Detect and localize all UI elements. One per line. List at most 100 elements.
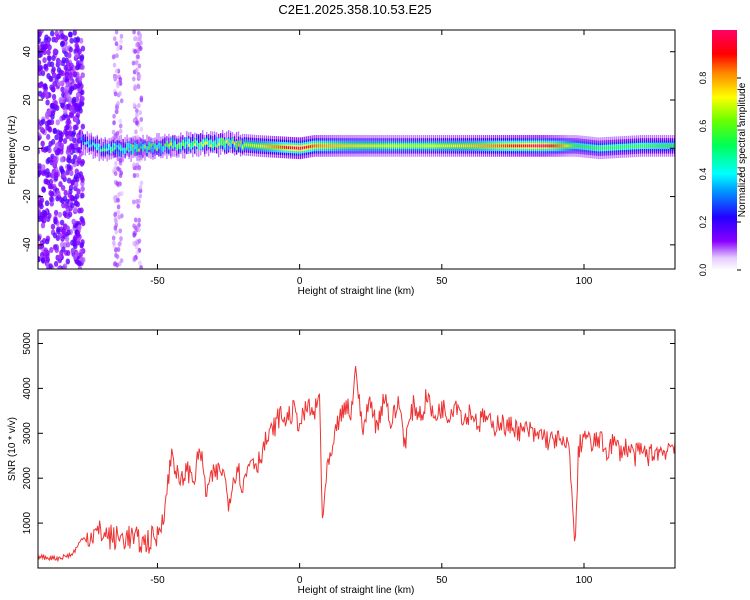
noise-speck <box>138 33 142 39</box>
noise-speck <box>40 222 46 229</box>
noise-speck <box>132 232 137 238</box>
noise-speck <box>116 204 121 210</box>
ridge-cell <box>150 143 152 147</box>
ridge-cell <box>108 143 110 151</box>
ridge-cell <box>389 144 391 148</box>
ridge-cell <box>186 141 188 145</box>
noise-speck <box>79 174 85 181</box>
noise-speck <box>51 86 56 93</box>
ridge-cell <box>335 144 337 148</box>
ridge-cell <box>152 146 154 153</box>
noise-speck <box>55 73 61 80</box>
x-tick-label: 100 <box>576 575 593 586</box>
noise-speck <box>65 119 70 126</box>
ridge-cell <box>538 144 540 148</box>
ridge-cell <box>582 145 584 149</box>
noise-speck <box>131 60 136 66</box>
noise-speck <box>112 36 117 42</box>
ridge-cell <box>446 144 449 148</box>
ridge-cell <box>86 141 88 145</box>
snr-series-line <box>38 365 675 563</box>
ridge-cell <box>162 139 164 151</box>
noise-speck <box>132 30 136 35</box>
noise-speck <box>59 41 65 48</box>
ridge-cell <box>484 144 487 148</box>
snr-axes: -50 0 50 100 1000 2000 3000 4000 5000 <box>22 330 675 586</box>
noise-speck <box>63 189 68 196</box>
ridge-cell <box>110 148 112 152</box>
ridge-cell <box>512 144 514 148</box>
noise-speck <box>112 113 116 119</box>
ridge-cell <box>106 148 108 152</box>
ridge-cell <box>407 144 409 148</box>
noise-speck <box>132 162 136 168</box>
noise-speck <box>115 46 120 52</box>
noise-speck <box>118 90 122 96</box>
ridge-cell <box>144 145 146 148</box>
noise-speck <box>45 238 50 245</box>
ridge-cell <box>655 144 658 148</box>
ridge-cell <box>116 144 118 148</box>
noise-speck <box>51 93 57 100</box>
noise-speck <box>138 260 142 266</box>
noise-speck <box>114 68 119 74</box>
noise-speck <box>41 170 46 177</box>
noise-speck <box>116 209 121 215</box>
ridge-cell <box>237 141 240 153</box>
noise-speck <box>40 146 46 153</box>
ridge-cell <box>229 141 232 148</box>
noise-speck <box>68 184 74 191</box>
ridge-cell <box>570 144 572 148</box>
ridge-cell <box>586 145 588 149</box>
ridge-cell <box>104 148 106 152</box>
ridge-cell <box>476 144 479 148</box>
ridge-cell <box>156 147 158 151</box>
noise-speck <box>69 62 74 69</box>
noise-speck <box>112 120 116 126</box>
ridge-cell <box>289 146 291 150</box>
ridge-cell <box>578 144 580 148</box>
y-tick-label: 5000 <box>22 332 33 355</box>
ridge-cell <box>140 141 142 148</box>
noise-speck <box>72 238 77 245</box>
ridge-cell <box>287 146 289 150</box>
ridge-cell <box>160 143 162 147</box>
ridge-cell <box>218 142 220 146</box>
noise-speck <box>66 163 72 170</box>
ridge-cell <box>371 144 373 148</box>
noise-speck <box>49 246 54 253</box>
x-tick-label: -50 <box>150 276 165 287</box>
x-tick-label: 100 <box>576 276 593 287</box>
ridge-cell <box>92 142 94 146</box>
ridge-cell <box>500 144 502 148</box>
noise-speck <box>80 239 85 246</box>
ridge-cell <box>80 138 82 150</box>
ridge-cell <box>90 139 92 146</box>
noise-speck <box>136 83 141 89</box>
noise-speck <box>133 217 138 223</box>
noise-speck <box>41 91 46 98</box>
noise-speck <box>43 63 49 70</box>
noise-speck <box>136 203 140 209</box>
noise-speck <box>76 137 82 144</box>
noise-speck <box>134 129 138 135</box>
ridge-cell <box>210 139 212 146</box>
page-title: C2E1.2025.358.10.53.E25 <box>278 2 432 17</box>
noise-speck <box>137 73 141 79</box>
noise-speck <box>118 76 123 82</box>
noise-speck <box>38 65 43 72</box>
ridge-cell <box>520 144 522 148</box>
ridge-cell <box>478 144 481 148</box>
noise-speck <box>71 96 77 103</box>
ridge-cell <box>114 145 116 149</box>
ridge-cell <box>480 144 483 148</box>
ridge-cell <box>468 144 471 148</box>
noise-speck <box>54 247 59 254</box>
ridge-cell <box>196 140 198 144</box>
noise-speck <box>77 224 82 231</box>
noise-speck <box>59 142 65 149</box>
noise-speck <box>46 49 51 56</box>
ridge-cell <box>590 145 592 149</box>
ridge-cell <box>423 144 425 148</box>
ridge-cell <box>427 144 429 148</box>
